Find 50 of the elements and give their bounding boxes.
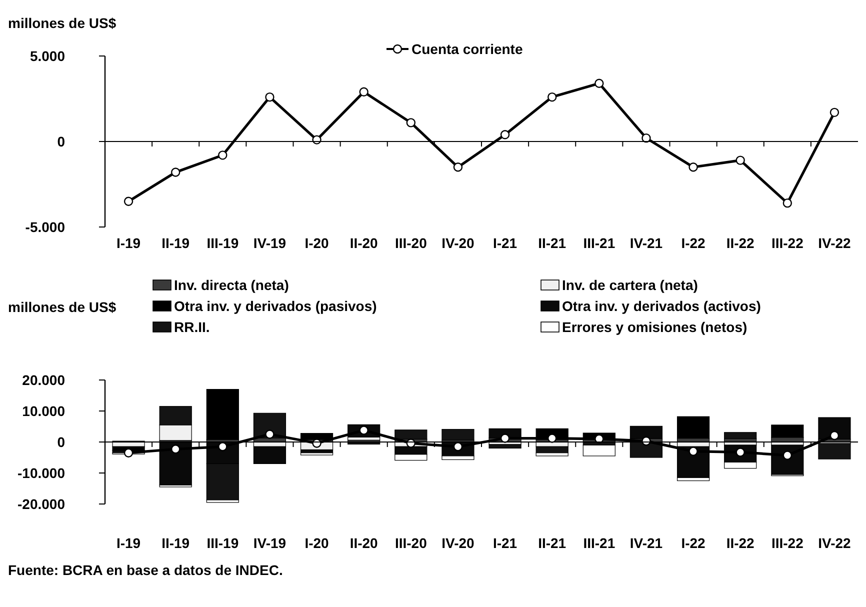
legend-label: Inv. de cartera (neta) bbox=[562, 277, 698, 293]
x-tick-label: I-19 bbox=[116, 235, 141, 251]
legend-label: Otra inv. y derivados (pasivos) bbox=[174, 298, 377, 314]
x-tick-label: IV-22 bbox=[818, 535, 852, 551]
x-tick-label: II-19 bbox=[162, 535, 190, 551]
legend-label: Otra inv. y derivados (activos) bbox=[562, 298, 761, 314]
x-tick-label: I-22 bbox=[681, 235, 706, 251]
x-tick-label: IV-22 bbox=[818, 235, 852, 251]
x-tick-label: III-20 bbox=[394, 235, 428, 251]
y-tick-label: 20.000 bbox=[22, 372, 66, 388]
y-axis-title: millones de US$ bbox=[8, 299, 116, 315]
x-tick-label: I-19 bbox=[116, 535, 141, 551]
x-tick-label: I-20 bbox=[304, 535, 330, 551]
y-tick-label: -10.000 bbox=[18, 465, 66, 481]
x-tick-label: III-21 bbox=[583, 235, 616, 251]
legend-label: Cuenta corriente bbox=[412, 41, 523, 57]
x-tick-label: II-21 bbox=[538, 235, 566, 251]
legend-label: Errores y omisiones (netos) bbox=[562, 319, 748, 335]
x-tick-label: IV-20 bbox=[442, 535, 475, 551]
y-tick-label: 0 bbox=[57, 134, 66, 150]
y-tick-label: -20.000 bbox=[18, 496, 66, 512]
legend-label: Inv. directa (neta) bbox=[174, 277, 289, 293]
x-tick-label: I-20 bbox=[304, 235, 330, 251]
x-tick-label: III-20 bbox=[394, 535, 428, 551]
x-tick-label: IV-21 bbox=[630, 235, 663, 251]
legend-label: RR.II. bbox=[174, 319, 210, 335]
y-tick-label: 10.000 bbox=[22, 403, 66, 419]
x-tick-label: IV-20 bbox=[442, 235, 475, 251]
x-tick-label: I-22 bbox=[681, 535, 706, 551]
x-tick-label: III-19 bbox=[206, 235, 239, 251]
x-tick-label: II-20 bbox=[350, 235, 378, 251]
source-note: Fuente: BCRA en base a datos de INDEC. bbox=[8, 562, 283, 578]
y-tick-label: -5.000 bbox=[25, 219, 66, 235]
x-tick-label: II-22 bbox=[726, 235, 755, 251]
x-tick-label: II-20 bbox=[350, 535, 378, 551]
x-tick-label: IV-19 bbox=[253, 235, 286, 251]
x-tick-label: III-22 bbox=[771, 535, 804, 551]
x-tick-label: II-21 bbox=[538, 535, 566, 551]
x-tick-label: II-19 bbox=[162, 235, 190, 251]
x-tick-label: I-21 bbox=[492, 235, 518, 251]
y-tick-label: 0 bbox=[57, 434, 66, 450]
x-tick-label: IV-21 bbox=[630, 535, 663, 551]
x-tick-label: II-22 bbox=[726, 535, 755, 551]
x-tick-label: I-21 bbox=[492, 535, 518, 551]
x-tick-label: III-22 bbox=[771, 235, 804, 251]
y-tick-label: 5.000 bbox=[30, 48, 66, 64]
x-tick-label: III-19 bbox=[206, 535, 239, 551]
x-tick-label: III-21 bbox=[583, 535, 616, 551]
y-axis-title: millones de US$ bbox=[8, 15, 116, 31]
x-tick-label: IV-19 bbox=[253, 535, 286, 551]
